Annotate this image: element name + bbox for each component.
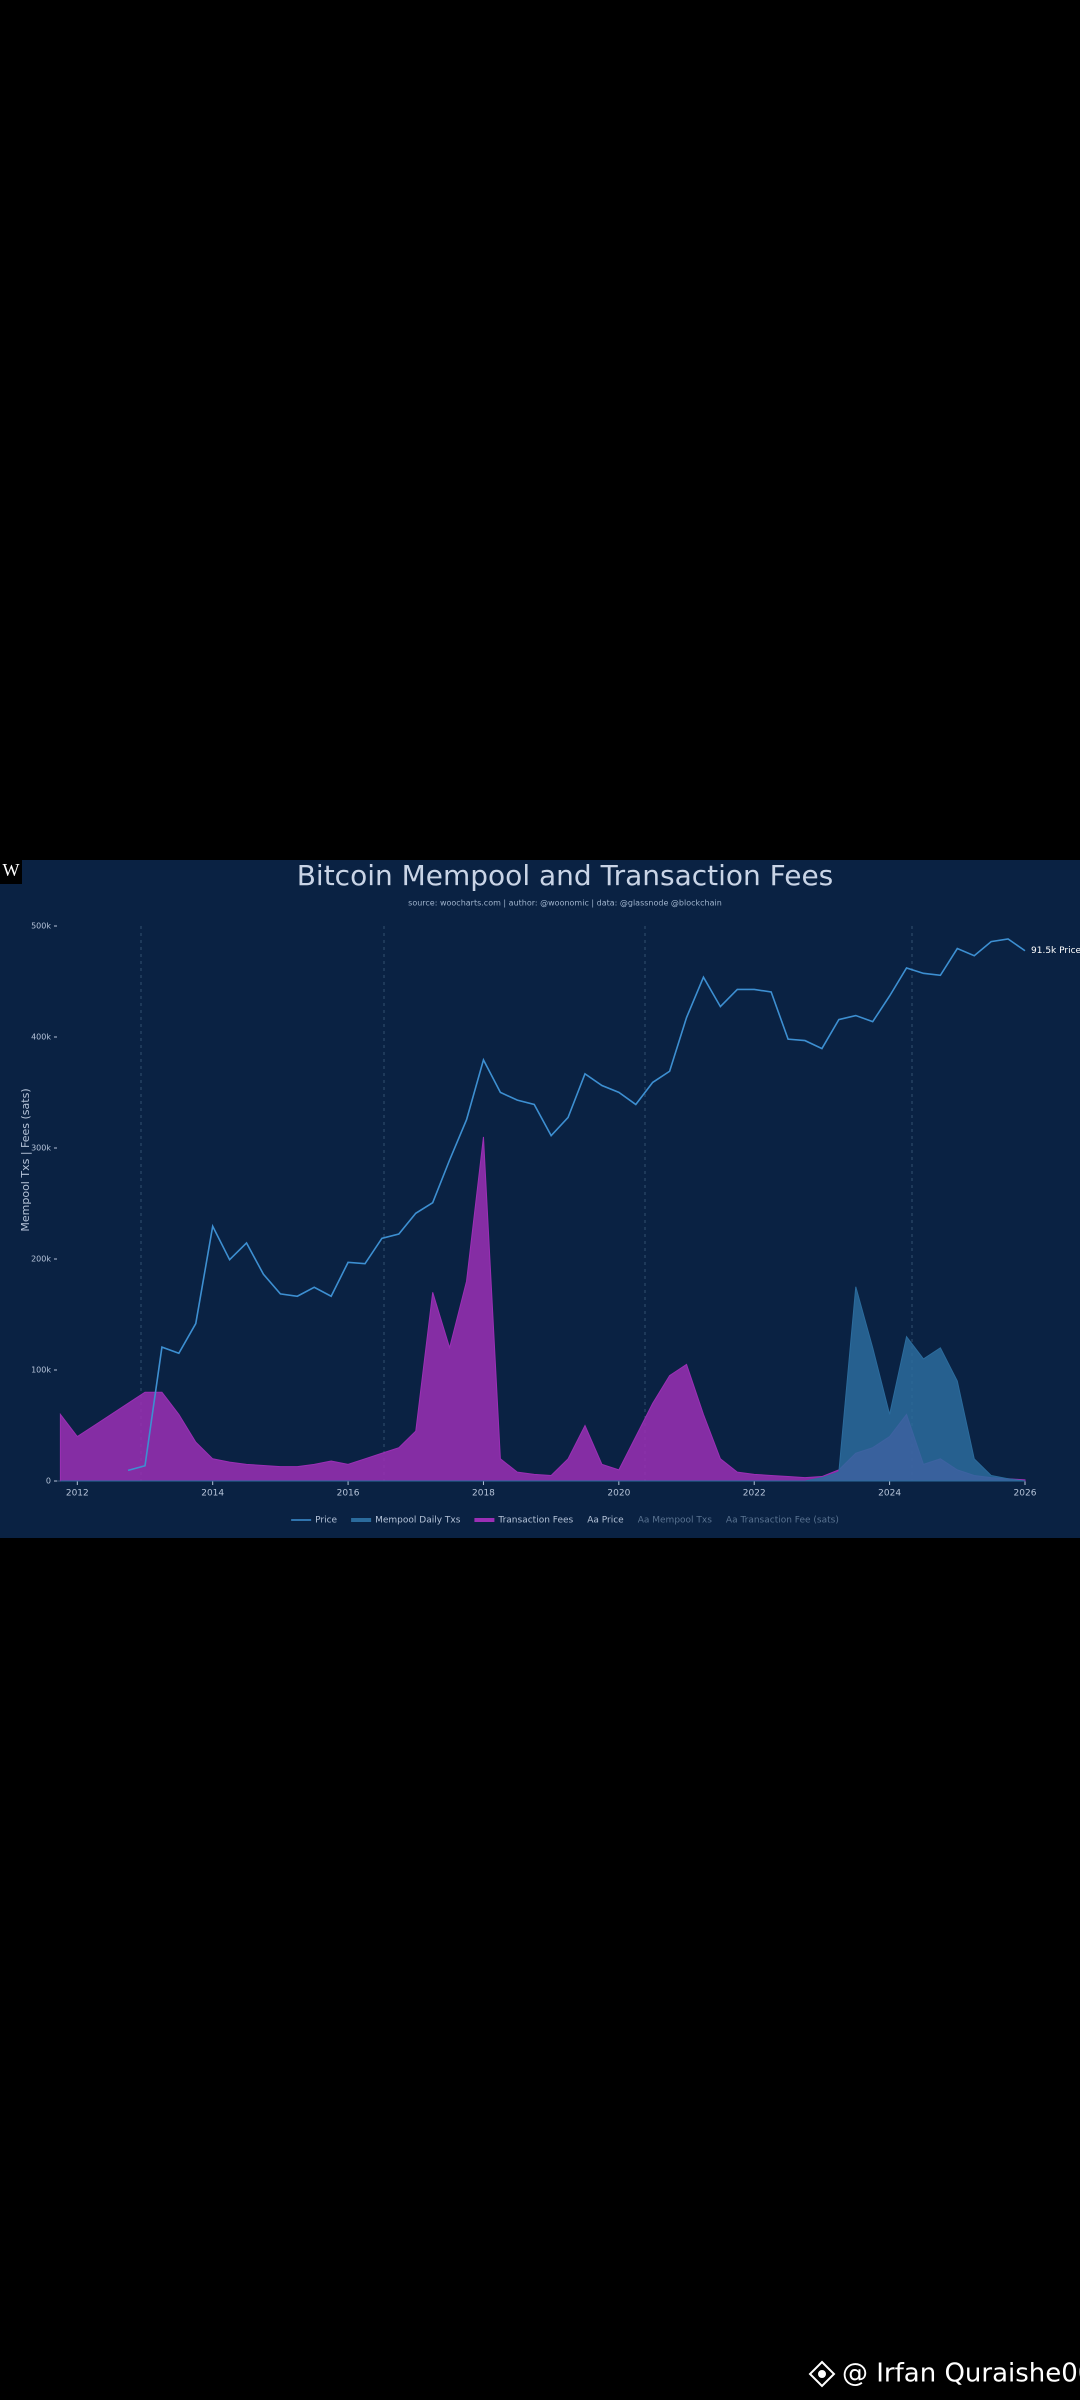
y-tick-label: 500k xyxy=(31,922,51,931)
legend-label: Aa Price xyxy=(587,1516,624,1526)
legend-item[interactable]: Aa Price xyxy=(587,1516,624,1526)
y-tick-label: 0 xyxy=(46,1477,51,1486)
legend-item[interactable]: Mempool Daily Txs xyxy=(351,1516,461,1526)
x-tick-label: 2018 xyxy=(472,1489,495,1499)
watermark: @ Irfan Quraishe001 xyxy=(842,2359,1080,2389)
end-label: 91.5k Price xyxy=(1031,946,1080,956)
legend: Price Mempool Daily Txs Transaction Fees Aa… xyxy=(291,1516,839,1526)
x-tick-label: 2016 xyxy=(337,1489,360,1499)
x-tick-label: 2024 xyxy=(878,1489,901,1499)
line xyxy=(127,938,1026,1472)
legend-label: Transaction Fees xyxy=(497,1516,573,1526)
watermark-icon xyxy=(808,2360,836,2388)
y-tick-label: 100k xyxy=(31,1366,51,1375)
y-tick-label: 200k xyxy=(31,1255,51,1264)
x-tick-label: 2026 xyxy=(1014,1489,1037,1499)
plot: 0 100k 200k 300k 400k 500k 2012 2014 2016 2018 202… xyxy=(31,922,1080,1499)
chart-subtitle: source: woocharts.com | author: @woonomi… xyxy=(408,899,722,908)
legend-item[interactable]: Price xyxy=(291,1516,338,1526)
logo-box xyxy=(0,860,22,884)
legend-label: Aa Transaction Fee (sats) xyxy=(726,1516,839,1526)
legend-label: Aa Mempool Txs xyxy=(638,1516,713,1526)
icon-dot xyxy=(818,2370,826,2378)
x-tick-label: 2012 xyxy=(66,1489,89,1499)
y-tick-label: 300k xyxy=(31,1144,51,1153)
y-axis-title: Mempool Txs | Fees (sats) xyxy=(19,1088,32,1231)
y-tick-label: 400k xyxy=(31,1033,51,1042)
area xyxy=(60,1286,1026,1482)
legend-item[interactable]: Aa Mempool Txs xyxy=(638,1516,713,1526)
legend-label: Mempool Daily Txs xyxy=(375,1516,461,1526)
legend-label: Price xyxy=(315,1516,337,1526)
icon xyxy=(808,2360,836,2388)
logo: W xyxy=(3,860,20,880)
legend-item[interactable]: Aa Transaction Fee (sats) xyxy=(726,1516,839,1526)
x-tick-label: 2014 xyxy=(201,1489,224,1499)
legend-item[interactable]: Transaction Fees xyxy=(474,1516,574,1526)
chart-title: Bitcoin Mempool and Transaction Fees xyxy=(297,859,834,892)
x-tick-label: 2020 xyxy=(607,1489,630,1499)
x-tick-label: 2022 xyxy=(743,1489,766,1499)
